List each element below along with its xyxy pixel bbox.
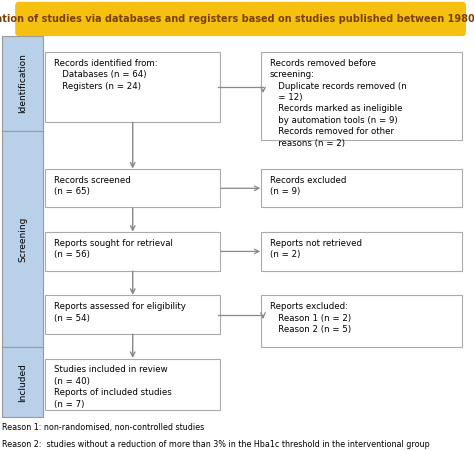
Text: Reports sought for retrieval
(n = 56): Reports sought for retrieval (n = 56) xyxy=(54,239,173,259)
Text: Records removed before
screening:
   Duplicate records removed (n
   = 12)
   Re: Records removed before screening: Duplic… xyxy=(270,59,407,148)
Text: Reports excluded:
   Reason 1 (n = 2)
   Reason 2 (n = 5): Reports excluded: Reason 1 (n = 2) Reaso… xyxy=(270,302,351,334)
Text: Included: Included xyxy=(18,363,27,402)
FancyBboxPatch shape xyxy=(45,295,220,334)
FancyBboxPatch shape xyxy=(261,52,462,140)
FancyBboxPatch shape xyxy=(45,232,220,271)
FancyBboxPatch shape xyxy=(2,131,43,347)
Text: Studies included in review
(n = 40)
Reports of included studies
(n = 7): Studies included in review (n = 40) Repo… xyxy=(54,365,172,409)
Text: Screening: Screening xyxy=(18,216,27,262)
FancyBboxPatch shape xyxy=(15,2,466,36)
FancyBboxPatch shape xyxy=(261,232,462,271)
FancyBboxPatch shape xyxy=(2,347,43,417)
FancyBboxPatch shape xyxy=(2,36,43,131)
Text: Records identified from:
   Databases (n = 64)
   Registers (n = 24): Records identified from: Databases (n = … xyxy=(54,59,158,91)
Text: Identification: Identification xyxy=(18,54,27,113)
Text: Identification of studies via databases and registers based on studies published: Identification of studies via databases … xyxy=(0,14,474,24)
FancyBboxPatch shape xyxy=(261,295,462,347)
FancyBboxPatch shape xyxy=(45,169,220,207)
FancyBboxPatch shape xyxy=(261,169,462,207)
Text: Reports assessed for eligibility
(n = 54): Reports assessed for eligibility (n = 54… xyxy=(54,302,186,322)
FancyBboxPatch shape xyxy=(45,52,220,122)
Text: Reason 2:  studies without a reduction of more than 3% in the Hba1c threshold in: Reason 2: studies without a reduction of… xyxy=(2,440,430,449)
Text: Reason 1: non-randomised, non-controlled studies: Reason 1: non-randomised, non-controlled… xyxy=(2,423,205,432)
Text: Reports not retrieved
(n = 2): Reports not retrieved (n = 2) xyxy=(270,239,362,259)
Text: Records screened
(n = 65): Records screened (n = 65) xyxy=(54,176,131,196)
Text: Records excluded
(n = 9): Records excluded (n = 9) xyxy=(270,176,346,196)
FancyBboxPatch shape xyxy=(45,359,220,410)
